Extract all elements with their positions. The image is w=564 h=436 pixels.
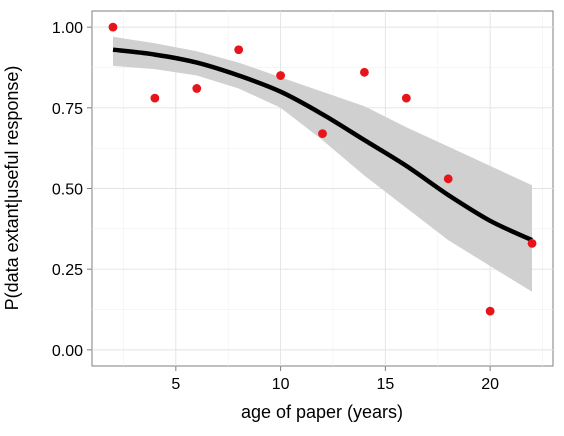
x-tick-label: 20 — [481, 376, 499, 393]
data-point — [108, 22, 118, 32]
data-point — [360, 67, 369, 77]
y-axis: 0.00 0.25 0.50 0.75 1.00 — [52, 20, 92, 360]
y-tick-label: 0.50 — [52, 182, 83, 199]
x-axis-title: age of paper (years) — [241, 402, 403, 422]
data-point — [150, 93, 160, 103]
data-point — [276, 71, 285, 80]
y-tick-label: 0.25 — [52, 262, 83, 279]
data-point — [234, 45, 244, 55]
data-point — [401, 93, 411, 103]
data-point — [318, 129, 327, 139]
y-tick-label: 0.00 — [52, 343, 83, 360]
x-tick-label: 10 — [272, 376, 290, 393]
y-axis-title: P(data extant|useful response) — [2, 66, 22, 311]
data-point — [443, 174, 453, 184]
confidence-band — [113, 36, 532, 292]
y-tick-label: 0.75 — [52, 101, 83, 118]
data-points — [108, 22, 537, 316]
data-point — [485, 306, 495, 316]
fit-line — [112, 47, 533, 243]
data-point — [192, 84, 202, 93]
y-tick-label: 1.00 — [52, 20, 83, 37]
x-tick-label: 15 — [376, 376, 394, 393]
data-point — [527, 238, 537, 248]
x-axis: 5 10 15 20 — [171, 366, 499, 393]
x-tick-label: 5 — [171, 376, 180, 393]
